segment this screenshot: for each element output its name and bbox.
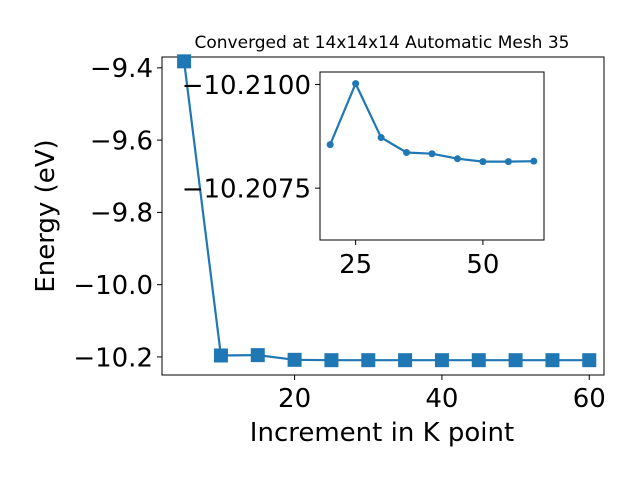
y-tick-label: −9.8 — [90, 199, 153, 229]
data-point-circle — [479, 158, 487, 166]
data-point-square — [398, 353, 413, 368]
main-series — [177, 54, 597, 368]
data-point-circle — [453, 155, 461, 163]
data-point-circle — [504, 158, 512, 166]
data-point-circle — [352, 80, 360, 88]
data-point-circle — [530, 157, 538, 165]
main-y-ticks: −9.4 −9.6 −9.8 −10.0 −10.2 — [73, 54, 162, 373]
data-point-square — [471, 353, 486, 368]
data-point-square — [545, 353, 560, 368]
chart-title: Converged at 14x14x14 Automatic Mesh 35 — [195, 33, 570, 53]
x-tick-label: 60 — [573, 384, 606, 414]
y-tick-label: −9.6 — [90, 126, 153, 156]
inset-y-ticks: −10.2100 −10.2075 — [182, 71, 320, 205]
data-point-square — [213, 348, 228, 363]
data-point-circle — [403, 148, 411, 156]
x-tick-label: 50 — [466, 250, 499, 280]
x-tick-label: 25 — [339, 250, 372, 280]
data-point-circle — [377, 134, 385, 142]
y-tick-label: −9.4 — [90, 54, 153, 84]
y-tick-label: −10.2100 — [182, 71, 311, 101]
x-tick-label: 20 — [278, 384, 311, 414]
data-point-square — [177, 54, 192, 69]
data-point-square — [508, 353, 523, 368]
data-point-square — [582, 353, 597, 368]
data-point-circle — [326, 141, 334, 149]
inset-x-ticks: 25 50 — [339, 240, 499, 280]
inset-chart: 25 50 −10.2100 −10.2075 — [182, 71, 545, 280]
data-point-square — [361, 353, 376, 368]
y-tick-label: −10.2075 — [182, 175, 311, 205]
data-point-square — [434, 353, 449, 368]
inset-series — [326, 80, 538, 166]
y-axis-label: Energy (eV) — [31, 139, 61, 292]
data-point-square — [324, 353, 339, 368]
y-tick-label: −10.0 — [73, 271, 153, 301]
y-tick-label: −10.2 — [73, 343, 153, 373]
main-plot-frame — [161, 56, 605, 376]
x-axis-label: Increment in K point — [250, 418, 514, 448]
main-x-ticks: 20 40 60 — [278, 375, 606, 414]
main-chart: Converged at 14x14x14 Automatic Mesh 35 … — [31, 33, 606, 448]
data-point-square — [287, 352, 302, 367]
data-point-circle — [428, 150, 436, 158]
x-tick-label: 40 — [425, 384, 458, 414]
data-point-square — [250, 348, 265, 363]
